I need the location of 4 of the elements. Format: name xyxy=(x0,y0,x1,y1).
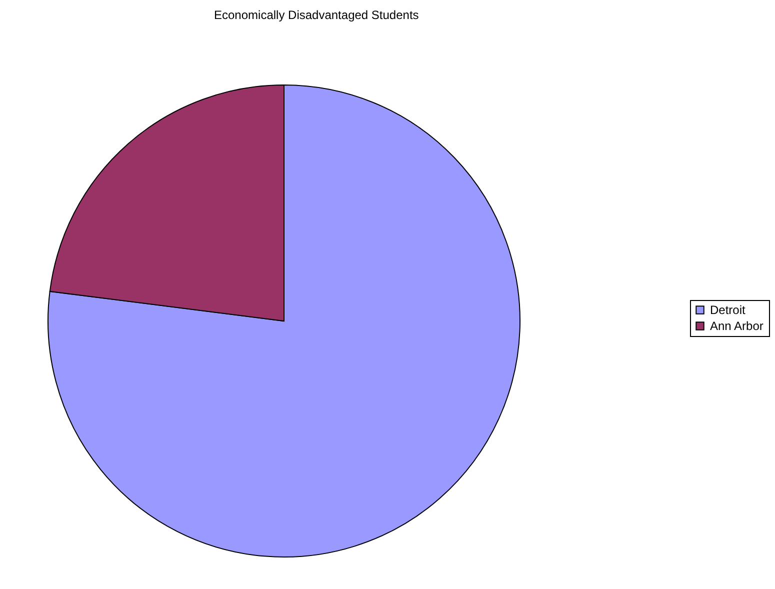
chart-title: Economically Disadvantaged Students xyxy=(214,8,419,22)
legend-label: Detroit xyxy=(710,303,746,317)
legend-label: Ann Arbor xyxy=(710,319,764,333)
pie-slice xyxy=(48,84,520,558)
